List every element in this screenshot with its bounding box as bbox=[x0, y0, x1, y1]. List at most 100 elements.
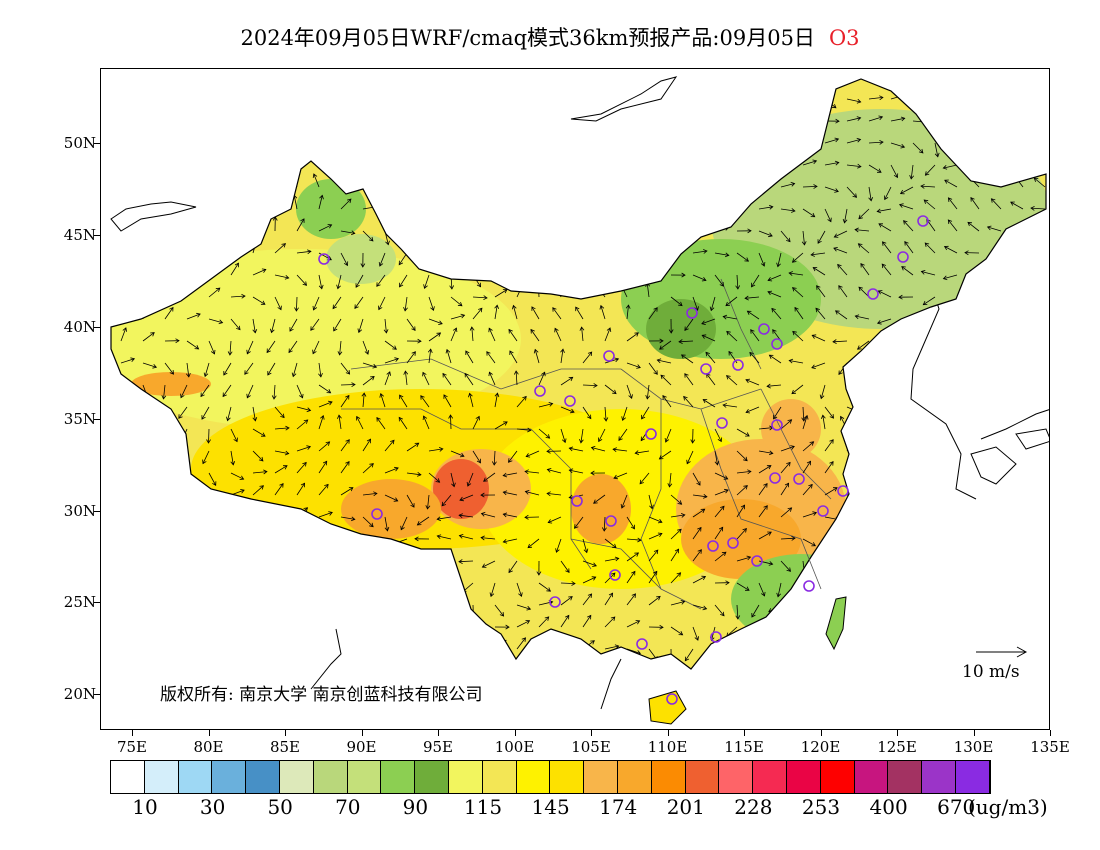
wind-arrow bbox=[657, 359, 672, 364]
wind-arrow bbox=[683, 396, 694, 408]
wind-arrow bbox=[230, 582, 246, 584]
wind-arrow-head bbox=[1044, 262, 1046, 268]
city-marker bbox=[732, 359, 744, 371]
wind-arrow-head bbox=[593, 383, 598, 388]
wind-arrow-head bbox=[491, 461, 497, 466]
wind-arrow bbox=[1044, 339, 1046, 342]
wind-arrow-head bbox=[898, 555, 904, 561]
wind-arrow bbox=[376, 109, 386, 122]
wind-arrow bbox=[451, 704, 459, 716]
wind-arrow-head bbox=[427, 348, 433, 353]
wind-arrow-head bbox=[920, 183, 925, 189]
wind-arrow-head bbox=[173, 532, 179, 538]
wind-arrow bbox=[758, 483, 768, 496]
wind-arrow bbox=[890, 117, 905, 122]
wind-arrow bbox=[767, 645, 782, 650]
wind-arrow-head bbox=[598, 437, 603, 443]
wind-arrow bbox=[560, 245, 574, 254]
wind-arrow-head bbox=[646, 153, 651, 158]
wind-arrow bbox=[869, 693, 883, 696]
wind-arrow bbox=[393, 558, 408, 562]
wind-arrow bbox=[626, 186, 640, 194]
wind-arrow bbox=[336, 107, 342, 122]
wind-arrow-head bbox=[815, 307, 820, 313]
wind-arrow-head bbox=[266, 348, 271, 354]
wind-arrow-head bbox=[1031, 519, 1037, 524]
wind-arrow-head bbox=[289, 152, 294, 158]
wind-arrow bbox=[912, 448, 927, 452]
wind-arrow bbox=[230, 489, 245, 496]
wind-arrow bbox=[901, 516, 914, 526]
wind-arrow bbox=[332, 131, 342, 144]
wind-arrow-head bbox=[554, 196, 560, 201]
wind-arrow bbox=[530, 329, 540, 342]
wind-arrow bbox=[428, 472, 440, 483]
wind-arrow-head bbox=[180, 393, 185, 399]
wind-arrow bbox=[846, 186, 857, 198]
wind-arrow-head bbox=[527, 714, 531, 718]
wind-arrow-head bbox=[552, 172, 557, 177]
wind-arrow bbox=[266, 340, 276, 353]
wind-arrow-head bbox=[843, 681, 847, 685]
wind-arrow bbox=[443, 394, 452, 408]
wind-arrow bbox=[846, 164, 861, 167]
wind-arrow-head bbox=[319, 194, 324, 200]
wind-arrow-head bbox=[292, 592, 298, 598]
wind-arrow bbox=[425, 626, 430, 641]
wind-arrow-head bbox=[757, 131, 762, 136]
wind-arrow bbox=[956, 626, 970, 635]
wind-arrow-head bbox=[983, 611, 989, 617]
wind-arrow bbox=[965, 537, 980, 540]
wind-arrow-head bbox=[288, 174, 294, 180]
wind-arrow-head bbox=[348, 623, 353, 629]
wind-arrow-head bbox=[749, 351, 754, 357]
wind-arrow bbox=[682, 89, 694, 100]
wind-arrow-head bbox=[1032, 335, 1038, 341]
wind-arrow bbox=[378, 296, 386, 310]
lon-tick bbox=[667, 730, 669, 736]
wind-arrow bbox=[547, 469, 562, 474]
wind-arrow bbox=[692, 250, 707, 254]
wind-arrow-head bbox=[307, 249, 312, 255]
wind-arrow-head bbox=[895, 370, 900, 376]
wind-arrow-head bbox=[922, 300, 928, 306]
wind-arrow-head bbox=[680, 513, 686, 518]
wind-arrow-head bbox=[151, 620, 157, 625]
wind-arrow-head bbox=[810, 622, 816, 627]
wind-arrow-head bbox=[544, 264, 549, 269]
wind-arrow bbox=[293, 195, 298, 210]
wind-arrow bbox=[495, 710, 508, 715]
wind-arrow-head bbox=[829, 414, 834, 419]
wind-arrow-head bbox=[677, 500, 683, 505]
wind-arrow bbox=[736, 471, 751, 474]
city-markers bbox=[318, 215, 929, 705]
wind-arrow-head bbox=[155, 479, 160, 485]
wind-arrow bbox=[745, 667, 760, 669]
wind-arrow bbox=[120, 406, 123, 421]
wind-arrow bbox=[406, 128, 408, 144]
wind-arrow-head bbox=[495, 262, 501, 268]
wind-arrow-head bbox=[333, 152, 338, 157]
wind-arrow-head bbox=[312, 173, 318, 178]
wind-arrow-head bbox=[724, 252, 730, 258]
wind-arrow bbox=[890, 362, 900, 375]
lon-tick bbox=[744, 730, 745, 736]
wind-arrow bbox=[766, 625, 782, 628]
wind-arrow bbox=[822, 415, 826, 430]
wind-arrow-head bbox=[920, 516, 926, 521]
wind-arrow bbox=[604, 208, 619, 212]
wind-arrow bbox=[991, 198, 1002, 210]
wind-arrow-head bbox=[803, 414, 809, 420]
wind-arrow-head bbox=[267, 196, 272, 201]
wind-arrow-head bbox=[1029, 390, 1034, 396]
wind-arrow-head bbox=[262, 555, 268, 561]
wind-arrow-head bbox=[216, 146, 222, 151]
wind-arrow bbox=[531, 306, 540, 320]
wind-arrow bbox=[582, 615, 592, 628]
wind-arrow-head bbox=[923, 668, 928, 669]
wind-arrow bbox=[242, 626, 254, 637]
wind-arrow bbox=[155, 472, 166, 484]
wind-arrow bbox=[428, 318, 443, 325]
wind-arrow-head bbox=[874, 439, 879, 445]
wind-arrow-head bbox=[151, 190, 156, 195]
